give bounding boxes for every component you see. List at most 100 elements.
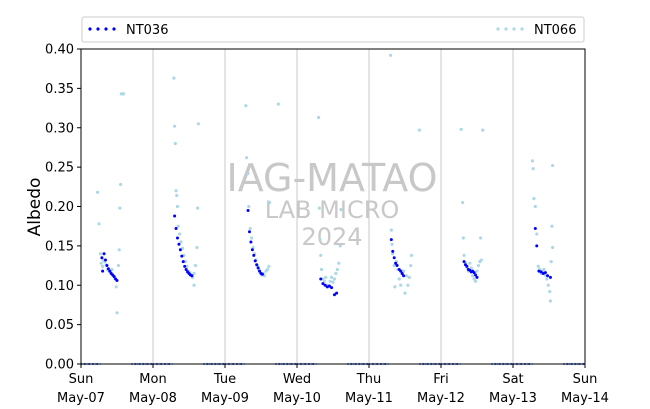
legend-label-nt036: NT036 <box>126 23 168 38</box>
point-nt066-99 <box>404 274 409 278</box>
point-nt066-65 <box>268 200 272 205</box>
point-nt036-24 <box>190 274 194 278</box>
point-nt066-16 <box>116 263 121 268</box>
point-nt066-116 <box>473 279 478 283</box>
point-nt036-30 <box>253 259 257 263</box>
point-nt036-33 <box>258 269 262 273</box>
point-nt066-44 <box>196 206 200 210</box>
point-nt066-36 <box>185 264 189 268</box>
point-nt066-26 <box>173 141 177 146</box>
point-nt036-50 <box>399 269 403 273</box>
point-nt066-64 <box>267 264 271 268</box>
legend-box <box>81 16 585 43</box>
point-nt066-91 <box>393 285 397 289</box>
y-tick-label: 0.20 <box>45 200 74 215</box>
point-nt066-70 <box>319 253 323 257</box>
point-nt036-0 <box>100 256 104 260</box>
legend-marker-nt036 <box>88 27 116 31</box>
point-nt066-124 <box>531 167 535 171</box>
point-nt036-53 <box>462 260 466 264</box>
point-nt036-40 <box>327 284 331 288</box>
point-nt066-42 <box>193 263 198 268</box>
y-tick-label: 0.40 <box>45 43 74 58</box>
x-tick-date-label: May-09 <box>201 391 249 406</box>
point-nt066-31 <box>178 232 182 236</box>
point-nt066-139 <box>550 224 554 228</box>
point-nt066-128 <box>536 264 540 268</box>
point-nt036-5 <box>106 267 110 271</box>
point-nt066-140 <box>551 163 555 168</box>
point-nt066-24 <box>172 76 176 80</box>
point-nt066-66 <box>276 102 280 106</box>
point-nt066-120 <box>479 236 483 240</box>
point-nt066-25 <box>173 124 177 128</box>
point-nt066-1 <box>97 222 101 226</box>
point-nt066-0 <box>95 190 100 194</box>
point-nt066-33 <box>180 246 185 250</box>
point-nt066-101 <box>407 275 411 279</box>
point-nt066-97 <box>401 269 406 273</box>
point-nt036-46 <box>392 256 396 260</box>
point-nt066-86 <box>389 53 393 57</box>
point-nt066-138 <box>549 260 553 264</box>
point-nt066-104 <box>417 128 421 132</box>
point-nt066-134 <box>545 277 549 281</box>
point-nt066-118 <box>476 263 481 268</box>
point-nt036-31 <box>255 263 259 267</box>
point-nt066-63 <box>265 267 270 272</box>
point-nt036-63 <box>533 227 537 231</box>
point-nt066-3 <box>99 261 103 265</box>
point-nt066-30 <box>176 224 180 228</box>
x-axis-ticks: Sun May-07 Mon May-08 Tue May-09 Wed May-10 Thu M… <box>57 364 609 406</box>
point-nt066-48 <box>245 156 249 160</box>
point-nt066-45 <box>196 122 200 126</box>
point-nt066-47 <box>244 104 248 108</box>
legend-label-nt066: NT066 <box>534 23 576 38</box>
point-nt036-3 <box>103 258 107 262</box>
x-tick-day-label: Thu <box>356 372 381 387</box>
y-tick-label: 0.05 <box>45 318 74 333</box>
point-nt036-13 <box>174 227 178 231</box>
point-nt066-17 <box>117 248 121 252</box>
point-nt036-47 <box>394 261 398 265</box>
point-nt036-41 <box>330 286 334 290</box>
point-nt066-18 <box>118 206 122 210</box>
point-nt036-12 <box>173 214 177 218</box>
point-nt036-55 <box>465 264 469 268</box>
point-nt036-29 <box>252 253 256 257</box>
point-nt066-53 <box>251 245 255 250</box>
watermark: IAG-MATAO LAB MICRO 2024 <box>226 156 437 251</box>
point-nt066-4 <box>101 264 105 268</box>
x-tick-date-label: May-11 <box>345 391 393 406</box>
y-tick-label: 0.15 <box>45 239 74 254</box>
point-nt066-68 <box>317 206 321 210</box>
point-nt066-137 <box>548 299 553 303</box>
point-nt036-62 <box>475 275 479 279</box>
point-nt036-9 <box>112 275 116 279</box>
point-nt066-87 <box>389 228 393 232</box>
point-nt036-11 <box>115 279 119 283</box>
point-nt036-16 <box>178 248 182 252</box>
point-nt036-2 <box>102 252 106 256</box>
point-nt036-26 <box>247 230 251 234</box>
point-nt066-35 <box>183 260 187 264</box>
point-nt066-95 <box>399 283 403 287</box>
point-nt036-17 <box>180 254 184 258</box>
point-nt066-80 <box>332 277 337 281</box>
point-nt066-106 <box>461 200 465 205</box>
vertical-gridlines <box>152 49 514 364</box>
point-nt066-122 <box>481 128 485 132</box>
point-nt036-44 <box>389 238 393 242</box>
x-tick-date-label: May-13 <box>489 391 537 406</box>
point-nt066-107 <box>461 236 465 240</box>
x-tick-day-label: Sat <box>502 372 523 387</box>
point-nt066-50 <box>247 204 251 209</box>
point-nt066-73 <box>322 279 326 283</box>
point-nt066-117 <box>475 269 479 273</box>
point-nt036-37 <box>321 282 325 286</box>
point-nt066-88 <box>390 242 394 246</box>
point-nt036-70 <box>548 275 552 279</box>
point-nt066-85 <box>339 208 343 212</box>
point-nt036-20 <box>184 268 188 271</box>
point-nt036-36 <box>319 277 323 281</box>
